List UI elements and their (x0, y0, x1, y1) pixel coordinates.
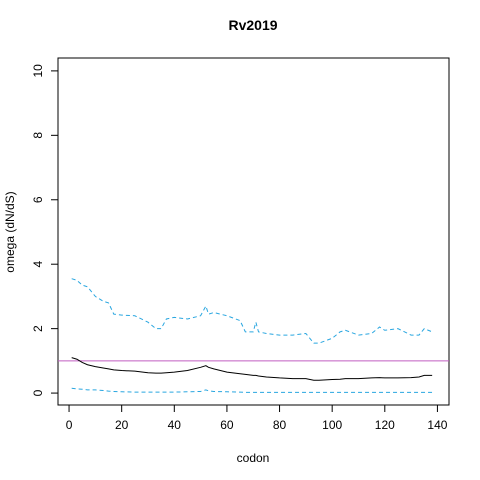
y-tick-label: 10 (31, 64, 45, 78)
x-axis-label: codon (237, 451, 270, 465)
y-tick-label: 0 (31, 389, 45, 396)
chart-title: Rv2019 (228, 17, 277, 33)
x-tick-label: 140 (427, 418, 447, 432)
series-line (71, 278, 433, 344)
x-tick-label: 60 (220, 418, 234, 432)
x-tick-label: 80 (273, 418, 287, 432)
y-axis-label: omega (dN/dS) (3, 191, 17, 272)
x-tick-label: 0 (66, 418, 73, 432)
x-tick-label: 20 (115, 418, 129, 432)
x-tick-label: 120 (375, 418, 395, 432)
x-tick-label: 100 (322, 418, 342, 432)
x-tick-label: 40 (168, 418, 182, 432)
series-line (71, 387, 433, 393)
y-tick-label: 4 (31, 261, 45, 268)
y-tick-label: 6 (31, 196, 45, 203)
y-tick-label: 8 (31, 132, 45, 139)
series-line (71, 357, 433, 381)
plot-frame (57, 57, 450, 406)
y-tick-label: 2 (31, 325, 45, 332)
